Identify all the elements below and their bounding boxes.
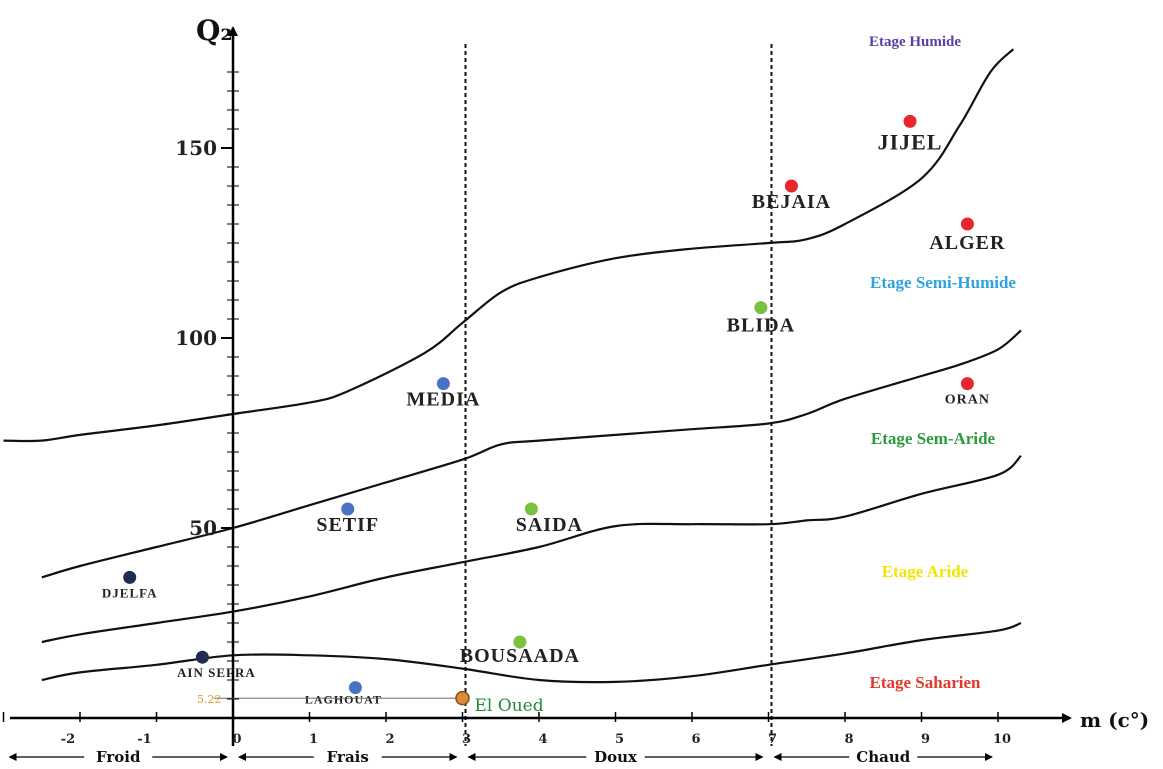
x-tick-label: 0 [232, 732, 241, 747]
station-point [455, 690, 470, 706]
boundary-curves [3, 48, 1022, 684]
y-tick-label: 50 [189, 516, 217, 540]
zone-label-froid: Froid [96, 748, 141, 766]
x-tick-label: 3 [462, 732, 471, 747]
annotation-value: 5.22 [197, 693, 222, 706]
station-label: DJELFA [102, 585, 158, 600]
station-label: BOUSAADA [460, 645, 580, 667]
station-point [903, 114, 917, 128]
x-tick-label: 5 [615, 732, 624, 747]
boundary-curve-1 [3, 48, 1015, 443]
station-label: ALGER [929, 232, 1005, 254]
station-label: LAGHOUAT [305, 693, 382, 707]
x-tick-label: 9 [921, 732, 930, 747]
station-label: SAIDA [516, 514, 583, 536]
stage-label: Etage Saharien [870, 673, 982, 692]
x-tick-label: 7 [768, 732, 777, 747]
station-label: BEJAIA [752, 191, 831, 213]
zone-dividers [464, 44, 773, 746]
station-label: ORAN [945, 393, 990, 408]
boundary-curve-4 [41, 621, 1022, 684]
station-label: SETIF [316, 514, 379, 536]
x-tick-label: 2 [385, 732, 394, 747]
x-tick-label: 10 [993, 732, 1011, 747]
station-label: AIN SEFRA [177, 665, 256, 680]
station-point [195, 650, 209, 664]
zone-label-doux: Doux [594, 748, 638, 766]
station-point [754, 301, 768, 315]
stage-label: Etage Aride [882, 562, 969, 581]
temperature-zones: Froid Frais Doux Chaud [8, 748, 993, 766]
stage-label: Etage Semi-Humide [870, 273, 1016, 292]
station-points: JIJEL BEJAIA ALGER BLIDA MEDIA ORAN SETIF SAIDA… [102, 114, 1005, 716]
station-label: JIJEL [878, 129, 943, 154]
station-label: El Oued [475, 696, 544, 716]
station-label: BLIDA [727, 315, 795, 337]
y-tick-label: 150 [175, 136, 217, 160]
stage-label: Etage Sem-Aride [871, 429, 996, 448]
station-point [524, 502, 538, 516]
station-point [123, 570, 137, 584]
station-point [960, 377, 974, 391]
x-tick-label: 1 [309, 732, 318, 747]
x-tick-label: -2 [61, 732, 75, 747]
station-point [341, 502, 355, 516]
stage-label: Etage Humide [869, 34, 961, 50]
x-tick-label: 6 [691, 732, 700, 747]
y-tick-label: 100 [175, 326, 217, 350]
zone-label-chaud: Chaud [856, 748, 910, 766]
station-point [960, 217, 974, 231]
x-tick-label: 4 [538, 732, 547, 747]
x-tick-label: 8 [844, 732, 853, 747]
station-point [784, 179, 798, 193]
x-tick-label: -1 [137, 732, 151, 747]
station-point [436, 377, 450, 391]
zone-label-frais: Frais [327, 748, 369, 766]
x-axis-title: m (c°) [1080, 708, 1149, 732]
station-point [348, 681, 362, 695]
station-point [513, 635, 527, 649]
boundary-curve-2 [41, 329, 1022, 579]
stage-labels: Etage Humide Etage Semi-Humide Etage Sem-A… [869, 34, 1016, 692]
y-axis-title: Q₂ [196, 14, 233, 47]
boundary-curve-3 [41, 454, 1022, 644]
station-label: MEDIA [406, 389, 480, 411]
